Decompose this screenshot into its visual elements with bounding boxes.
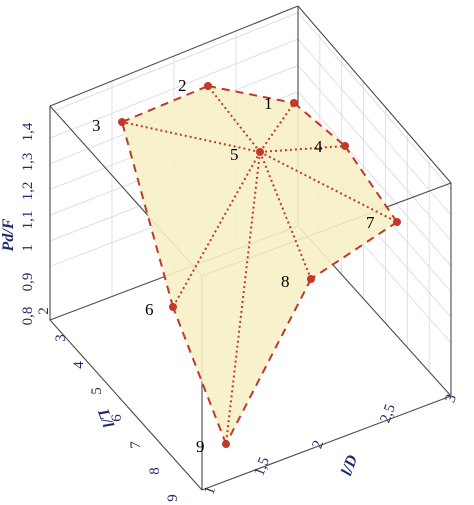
z-grid-line-right bbox=[297, 65, 452, 241]
z-grid-line-right bbox=[297, 91, 452, 267]
y-tick-label: 8 bbox=[147, 467, 163, 475]
interior-edge bbox=[259, 145, 346, 153]
z-grid-line-right bbox=[297, 12, 452, 190]
interior-edge bbox=[225, 151, 261, 445]
point-marker-9 bbox=[222, 440, 230, 448]
node-label-8: 8 bbox=[281, 272, 290, 291]
point-marker-6 bbox=[169, 303, 177, 311]
box-edge bbox=[49, 5, 299, 107]
x-axis-label: l/D bbox=[338, 453, 361, 478]
boundary-edge bbox=[121, 85, 209, 123]
y-tick-label: 6 bbox=[109, 414, 125, 422]
box-edge bbox=[201, 395, 452, 491]
node-label-5: 5 bbox=[230, 145, 239, 164]
node-label-4: 4 bbox=[314, 137, 323, 156]
node-label-6: 6 bbox=[145, 300, 154, 319]
node-label-9: 9 bbox=[196, 437, 205, 456]
boundary-edge bbox=[293, 102, 346, 147]
box-edge bbox=[297, 5, 452, 184]
surface-polygon bbox=[122, 86, 397, 444]
node-label-1: 1 bbox=[264, 94, 273, 113]
y-tick-label: 4 bbox=[71, 361, 87, 369]
point-marker-4 bbox=[341, 142, 349, 150]
box-edge bbox=[49, 319, 203, 491]
z-tick-label: 1,4 bbox=[20, 122, 36, 141]
z-tick-label: 1,1 bbox=[20, 211, 36, 230]
node-label-7: 7 bbox=[366, 213, 375, 232]
node-label-2: 2 bbox=[178, 76, 187, 95]
x-tick-label: 2,5 bbox=[378, 402, 399, 425]
z-tick-label: 1 bbox=[20, 244, 36, 252]
boundary-edge bbox=[344, 145, 398, 223]
data-markers bbox=[118, 82, 401, 448]
y-tick-label: 7 bbox=[128, 441, 144, 449]
x-tick-label: 1 bbox=[201, 484, 219, 497]
boundary-edge bbox=[121, 121, 174, 308]
z-tick-label: 1,3 bbox=[20, 153, 36, 172]
z-tick-label: 1,2 bbox=[20, 182, 36, 201]
y-tick-label: 5 bbox=[89, 387, 105, 395]
y-tick-label: 3 bbox=[53, 334, 69, 342]
point-marker-2 bbox=[204, 82, 212, 90]
point-marker-1 bbox=[290, 99, 298, 107]
boundary-edge bbox=[310, 221, 398, 280]
point-marker-8 bbox=[307, 275, 315, 283]
point-marker-5 bbox=[256, 148, 264, 156]
y-axis-label: L/l bbox=[94, 406, 117, 431]
y-tick-label: 2 bbox=[36, 307, 52, 315]
z-axis-label: Pd/F bbox=[0, 218, 17, 252]
x-tick-label: 1,5 bbox=[252, 455, 273, 478]
interior-edge bbox=[259, 151, 398, 223]
boundary-edge bbox=[207, 85, 295, 104]
z-tick-label: 0,8 bbox=[20, 307, 36, 326]
boundary-edge bbox=[225, 278, 312, 445]
y-tick-label: 9 bbox=[165, 494, 181, 502]
z-grid-line-right bbox=[297, 38, 452, 216]
point-marker-7 bbox=[393, 218, 401, 226]
interior-edge bbox=[121, 121, 261, 153]
point-marker-3 bbox=[118, 118, 126, 126]
interior-edge bbox=[207, 85, 261, 153]
mesh-lines bbox=[121, 85, 398, 445]
node-label-3: 3 bbox=[92, 116, 101, 135]
boundary-edge bbox=[172, 306, 227, 445]
z-tick-label: 0,9 bbox=[20, 273, 36, 292]
